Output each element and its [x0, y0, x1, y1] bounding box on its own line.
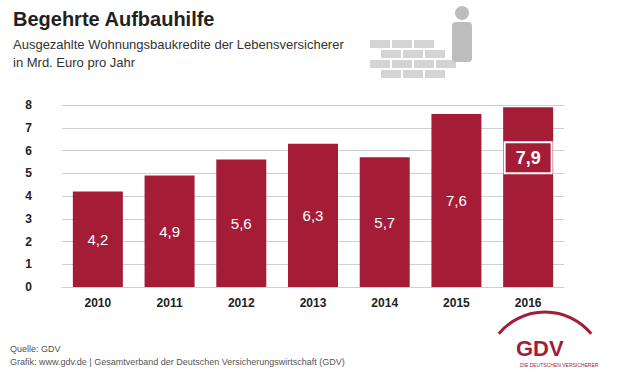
- svg-text:2013: 2013: [300, 296, 327, 310]
- svg-text:Ausgezahlte Wohnungsbaukredite: Ausgezahlte Wohnungsbaukredite der Leben…: [13, 37, 344, 52]
- svg-text:7,9: 7,9: [516, 148, 541, 168]
- svg-text:2011: 2011: [157, 296, 183, 310]
- svg-text:1: 1: [25, 257, 32, 271]
- svg-text:5: 5: [25, 166, 32, 180]
- svg-text:Grafik: www.gdv.de | Gesamtver: Grafik: www.gdv.de | Gesamtverband der D…: [10, 357, 345, 367]
- svg-text:GDV: GDV: [516, 336, 564, 361]
- svg-text:2014: 2014: [371, 296, 398, 310]
- svg-text:2: 2: [25, 235, 32, 249]
- svg-text:2010: 2010: [85, 296, 112, 310]
- svg-text:3: 3: [25, 212, 32, 226]
- svg-text:6,3: 6,3: [303, 207, 324, 224]
- svg-text:4: 4: [25, 189, 32, 203]
- svg-text:7,6: 7,6: [446, 192, 467, 209]
- svg-text:DIE DEUTSCHEN VERSICHERER: DIE DEUTSCHEN VERSICHERER: [520, 362, 599, 368]
- svg-text:2015: 2015: [443, 296, 470, 310]
- svg-text:Begehrte Aufbauhilfe: Begehrte Aufbauhilfe: [13, 8, 215, 30]
- svg-text:5,6: 5,6: [231, 215, 252, 232]
- svg-text:7: 7: [25, 121, 32, 135]
- svg-text:8: 8: [25, 98, 32, 112]
- svg-text:in Mrd. Euro pro Jahr: in Mrd. Euro pro Jahr: [13, 55, 136, 70]
- svg-text:5,7: 5,7: [374, 214, 395, 231]
- svg-text:4,9: 4,9: [159, 223, 180, 240]
- svg-text:6: 6: [25, 144, 32, 158]
- svg-text:4,2: 4,2: [87, 231, 108, 248]
- svg-text:0: 0: [25, 280, 32, 294]
- svg-text:2012: 2012: [228, 296, 255, 310]
- svg-text:Quelle: GDV: Quelle: GDV: [10, 344, 61, 354]
- svg-text:2016: 2016: [515, 296, 542, 310]
